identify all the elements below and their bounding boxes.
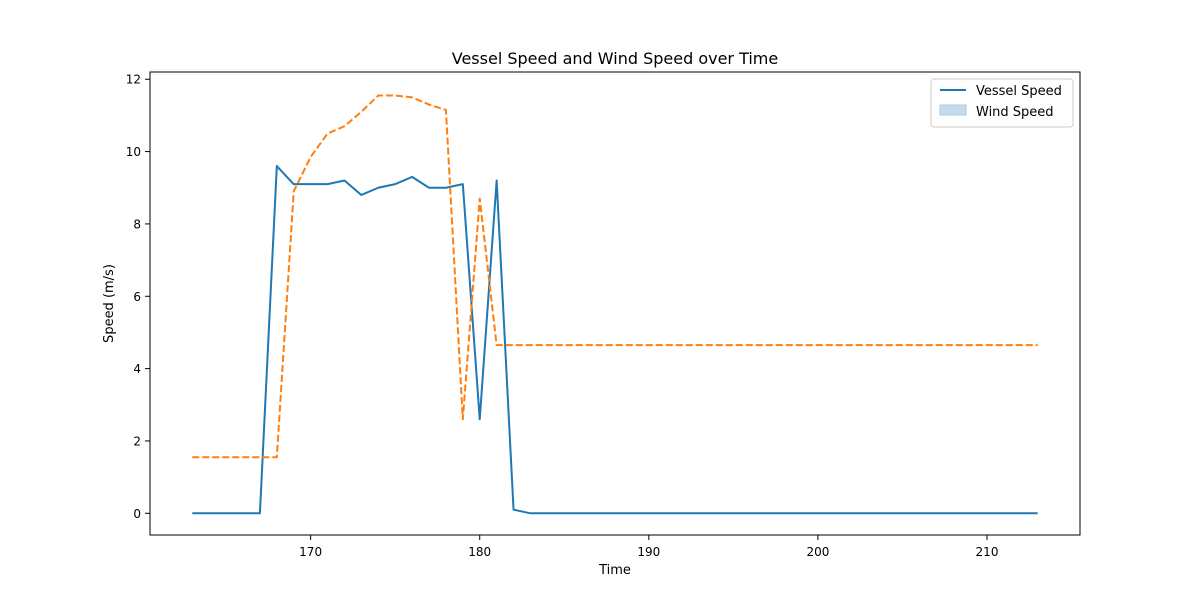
x-tick-label: 180 [468,545,491,559]
y-tick-label: 2 [133,434,141,448]
x-axis-label: Time [598,563,631,578]
y-tick-label: 12 [126,73,141,87]
plot-frame [149,71,1081,536]
y-axis: 0 2 4 6 8 10 12 [126,73,150,521]
series-line-wind-speed [192,94,1038,459]
y-tick-label: 4 [133,362,141,376]
legend-swatch-wind-speed [939,104,967,116]
x-tick-label: 170 [299,545,322,559]
y-tick-label: 10 [126,145,141,159]
series-lines [192,94,1038,515]
legend-label-vessel-speed: Vessel Speed [976,84,1062,99]
y-tick-label: 6 [133,290,141,304]
series-line-vessel-speed [192,165,1038,515]
y-tick-label: 0 [133,507,141,521]
y-tick-label: 8 [133,217,141,231]
legend-label-wind-speed: Wind Speed [976,105,1054,120]
x-tick-label: 210 [976,545,999,559]
y-axis-label: Speed (m/s) [102,264,117,343]
x-axis: 170 180 190 200 210 [299,535,998,559]
legend: Vessel Speed Wind Speed [930,78,1074,128]
x-tick-label: 190 [637,545,660,559]
x-tick-label: 200 [806,545,829,559]
chart-title: Vessel Speed and Wind Speed over Time [452,49,778,68]
